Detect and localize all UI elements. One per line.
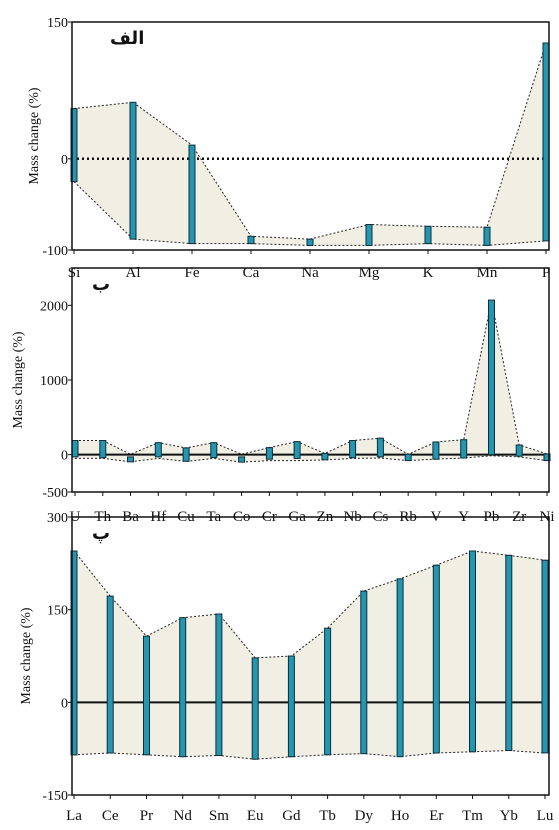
panel-2-bar-zr xyxy=(515,444,523,457)
panel-2-ylabel: Mass change (%) xyxy=(11,331,26,429)
panel-3-bar-tb xyxy=(324,627,332,756)
panel-2-ytick-label: 1000 xyxy=(40,374,68,389)
panel-3-bar-ho xyxy=(396,578,404,758)
panel-1-letter: الف xyxy=(110,28,144,49)
panel-2-envelope xyxy=(75,300,547,463)
panel-3-xtick-label-pr: Pr xyxy=(140,808,153,824)
panel-1-xtick-label-al: Al xyxy=(126,265,141,281)
panel-2-bar-nb xyxy=(349,440,357,459)
panel-3-bar-er xyxy=(432,564,440,754)
panel-3-xtick-label-tb: Tb xyxy=(319,808,336,824)
panel-3-bar-sm xyxy=(215,613,223,756)
panel-3-xtick-label-nd: Nd xyxy=(174,808,193,824)
panel-2-bar-cr xyxy=(265,447,273,460)
panel-1-bar-mn xyxy=(483,226,491,246)
panel-3-bar-lu xyxy=(541,559,549,754)
panel-1-bar-ca xyxy=(247,235,255,245)
panel-3-xtick-label-gd: Gd xyxy=(282,808,301,824)
panel-1-xtick-label-na: Na xyxy=(301,265,319,281)
panel-3-ytick-label: 300 xyxy=(47,511,68,526)
panel-3-bar-ce xyxy=(106,595,114,754)
panel-2-bar-ta xyxy=(210,442,218,459)
panel-3-xtick-label-eu: Eu xyxy=(247,808,264,824)
panel-1-lower-bound-line xyxy=(73,181,547,246)
panel-1-xtick-label-k: K xyxy=(423,265,434,281)
panel-2-bar-ga xyxy=(293,441,301,459)
panel-2-ytick-label: 0 xyxy=(61,449,68,464)
panel-3-xtick-label-sm: Sm xyxy=(209,808,229,824)
panel-3-letter: پ xyxy=(92,523,110,544)
panel-3-xtick-label-la: La xyxy=(66,808,82,824)
panel-1-bar-p xyxy=(542,42,550,242)
panel-1-ytick-label: 150 xyxy=(47,16,68,31)
panel-3-ytick-label: -150 xyxy=(42,789,68,804)
panel-1-bar-na xyxy=(306,238,314,247)
panel-3-ytick-label: 150 xyxy=(47,604,68,619)
panel-1-ylabel: Mass change (%) xyxy=(27,87,42,185)
panel-3-ytick-label: 0 xyxy=(61,696,68,711)
panel-1-ytick-label: -100 xyxy=(42,244,68,259)
panel-3-xtick-label-lu: Lu xyxy=(537,808,554,824)
panel-2-bar-cu xyxy=(182,447,190,462)
panel-3-lower-bound-line xyxy=(73,749,546,760)
panel-1-xtick-label-fe: Fe xyxy=(185,265,200,281)
panel-1-xtick-label-mg: Mg xyxy=(359,265,380,281)
panel-3-bar-pr xyxy=(143,635,150,756)
panel-1-xtick-label-mn: Mn xyxy=(477,265,498,281)
panel-3-bar-nd xyxy=(179,617,187,758)
panel-3-ylabel: Mass change (%) xyxy=(19,607,34,705)
panel-3-xtick-label-tm: Tm xyxy=(462,808,483,824)
panel-3-bar-gd xyxy=(287,655,295,758)
panel-1-xtick-label-si: Si xyxy=(68,265,81,281)
panel-1-bar-mg xyxy=(365,224,373,246)
panel-2-bar-u xyxy=(71,440,79,458)
panel-3-bar-eu xyxy=(251,657,259,760)
panel-2-bar-ba xyxy=(127,456,134,463)
panel-3-frame xyxy=(71,516,550,796)
panel-3-xtick-label-er: Er xyxy=(429,808,443,824)
panel-1-xtick-label-ca: Ca xyxy=(243,265,260,281)
panel-2-bar-ni xyxy=(543,453,551,462)
panel-2-bar-v xyxy=(432,441,440,460)
panel-3-envelope xyxy=(74,551,545,760)
panel-3-bar-la xyxy=(70,550,78,756)
panel-2-lower-bound-line xyxy=(75,455,548,463)
panel-2-bar-th xyxy=(99,440,107,459)
panel-2-bar-rb xyxy=(404,453,412,462)
panel-1-bar-al xyxy=(129,101,137,240)
panel-3-bar-yb xyxy=(505,554,513,751)
panel-2-letter: ب xyxy=(92,274,110,295)
panel-1-ytick-label: 0 xyxy=(61,153,68,168)
panel-3-xtick-label-dy: Dy xyxy=(355,808,374,824)
panel-3-bar-tm xyxy=(469,550,476,753)
panel-3-upper-bound-line xyxy=(73,550,546,659)
panel-3-xtick-label-ce: Ce xyxy=(102,808,119,824)
panel-1-bar-fe xyxy=(188,144,196,245)
panel-2-ytick-label: -500 xyxy=(42,486,68,501)
panel-2-bar-y xyxy=(460,439,468,459)
panel-2-bar-hf xyxy=(154,442,162,458)
panel-1-xtick-label-p: P xyxy=(542,265,550,281)
panel-2-bar-pb xyxy=(488,299,495,456)
panel-1-bar-si xyxy=(70,108,78,183)
panel-1-bar-k xyxy=(424,225,432,245)
panel-3-xtick-label-ho: Ho xyxy=(391,808,409,824)
panel-2-bar-zn xyxy=(321,453,329,461)
panel-1-envelope xyxy=(74,43,546,246)
panel-2-bar-cs xyxy=(376,437,384,458)
panel-2-bar-co xyxy=(238,456,246,463)
panel-3-xtick-label-yb: Yb xyxy=(500,808,518,824)
panel-3-bar-dy xyxy=(360,590,368,755)
panel-2-ytick-label: 2000 xyxy=(40,299,68,314)
